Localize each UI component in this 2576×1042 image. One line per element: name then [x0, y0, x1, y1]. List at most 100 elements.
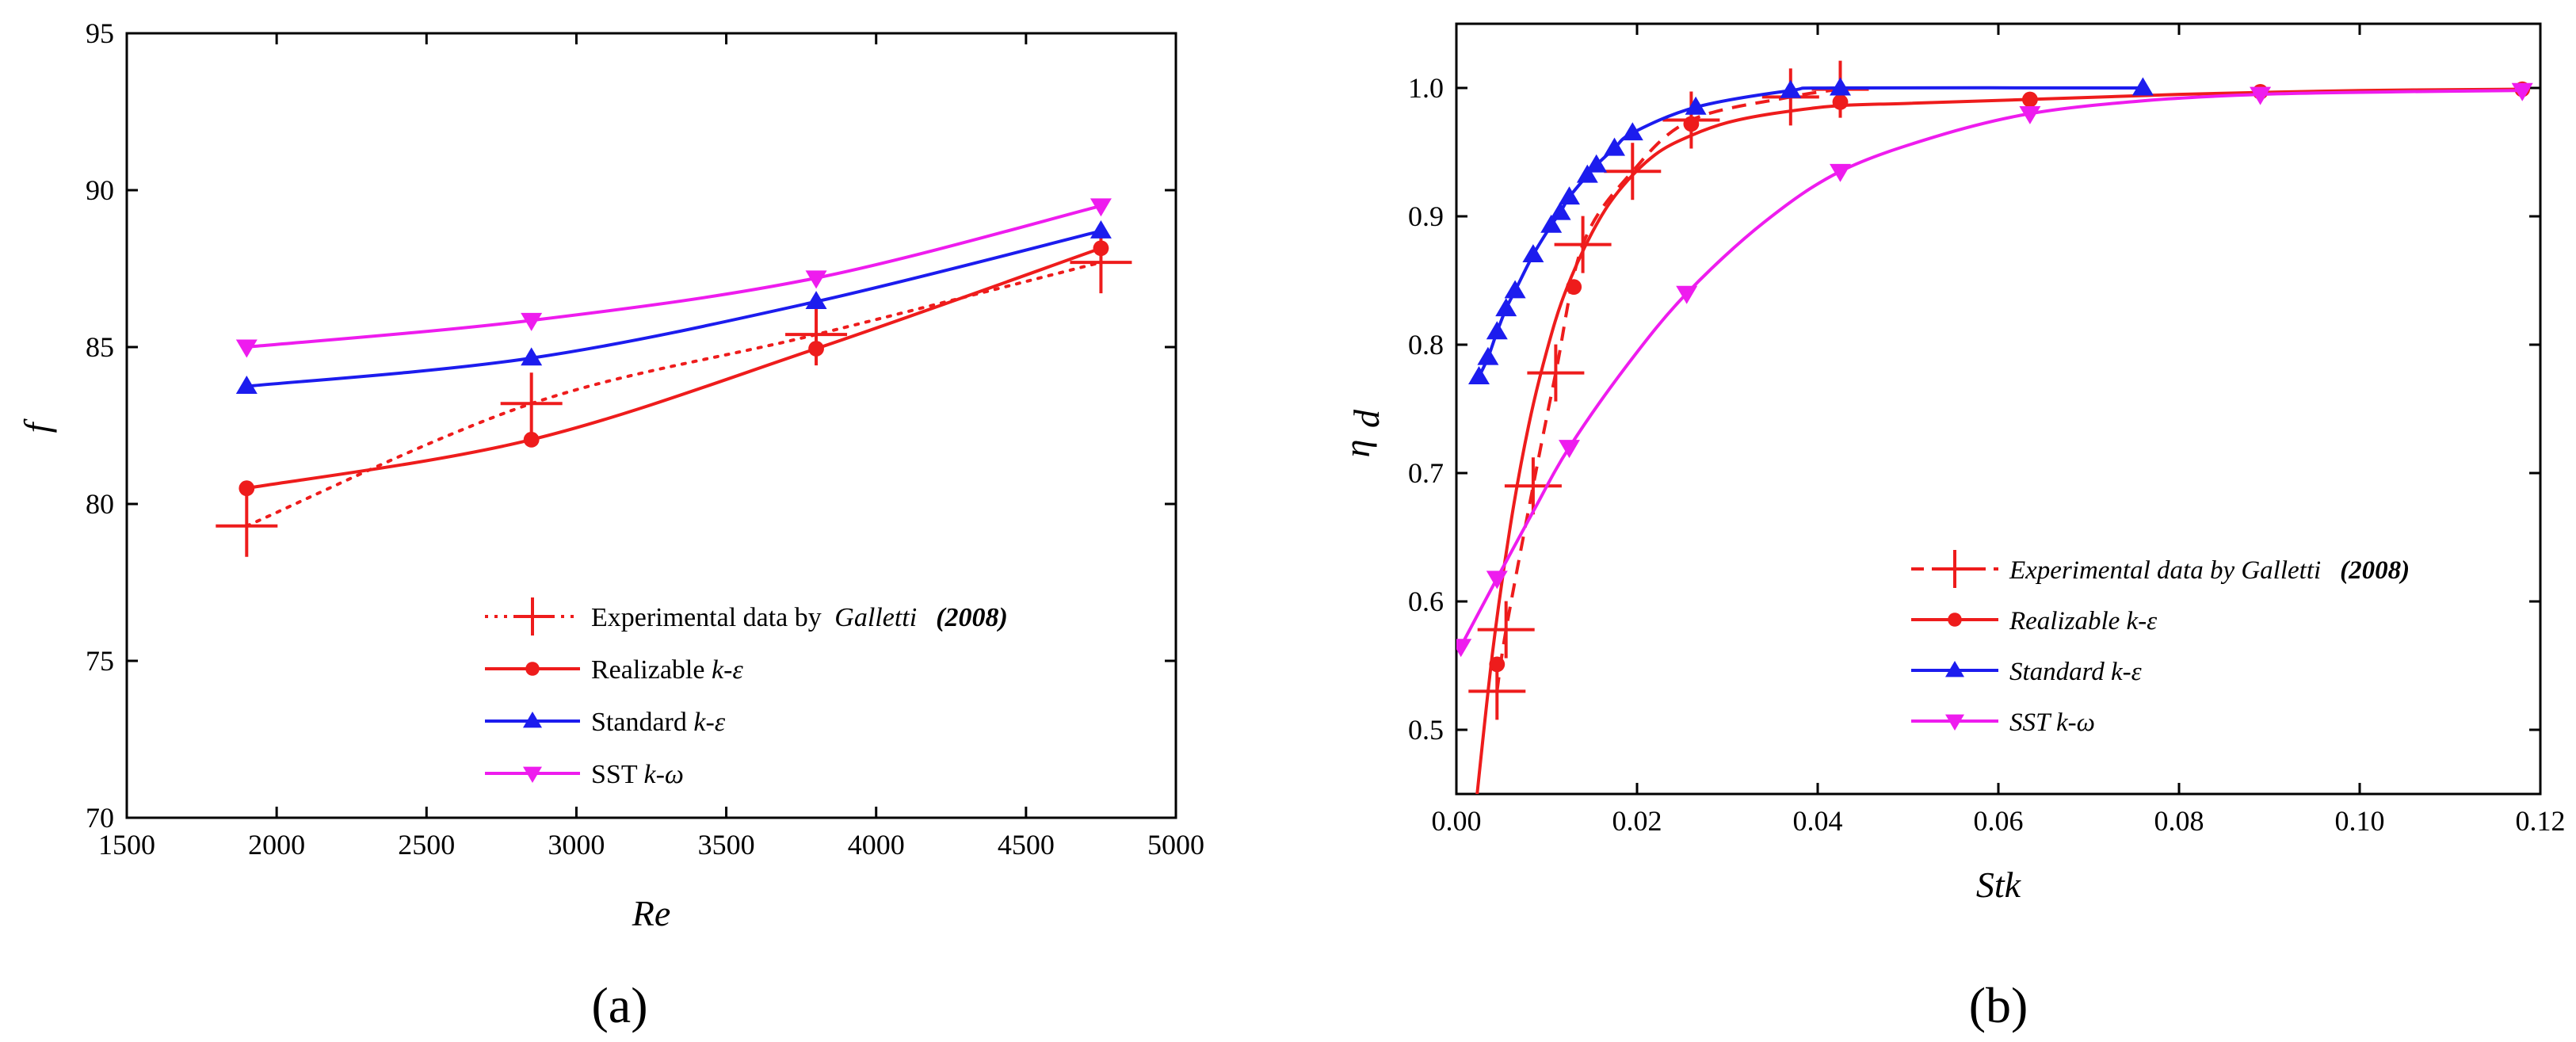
panel-a-series-1-point [239, 480, 255, 497]
panel-a-series-2-point [1090, 219, 1112, 239]
panel-a-series-1-point [808, 341, 824, 357]
panel-b-series-2-point [1604, 137, 1625, 156]
panel-b-series-line-1 [1475, 87, 2523, 794]
panel-a-x-tick-label: 2000 [248, 829, 305, 861]
panel-b-legend-marker [1936, 550, 1974, 588]
panel-b-x-axis-label: Stk [1976, 865, 2022, 905]
panel-b-x-tick-label: 0.10 [2335, 805, 2385, 837]
panel-b-series-2-point [1540, 214, 1563, 233]
panel-a-legend-item: SST k-ω [485, 760, 684, 789]
panel-b-series-line-0 [1495, 87, 1841, 692]
panel-a-series-3-point [805, 270, 827, 289]
panel-a-x-axis-label: Re [632, 893, 671, 933]
panel-b-series-3-point [2019, 105, 2041, 124]
panel-b-series-1-point [2022, 91, 2038, 108]
panel-b-axes: 0.00 0.02 0.04 0.06 0.08 0.10 0.12 0.5 0.6 0.7 0.8… [1408, 24, 2566, 837]
panel-b-series-2-point [1576, 164, 1598, 183]
panel-a-legend-marker [523, 766, 542, 783]
panel-a-legend-label: Experimental data by Galletti (2008) [591, 603, 1008, 632]
panel-b-x-tick-label: 0.04 [1793, 805, 1843, 837]
panel-a-x-tick-label: 3500 [698, 829, 755, 861]
panel-b-series-2-point [1504, 280, 1526, 299]
panel-b-series-2-point [1522, 244, 1544, 263]
panel-b-series-0-point [1604, 143, 1662, 200]
panel-a-series-0-point [500, 372, 563, 435]
panel-b-plot-frame [1455, 22, 2542, 796]
panel-a-legend-marker [523, 712, 542, 728]
panel-b-legend-label: SST k-ω [2009, 708, 2095, 737]
panel-a-legend-item: Standard k-ε [485, 708, 726, 737]
panel-a-chart: 1500 2000 2500 3000 3500 4000 4500 5000 70 75 80 85… [17, 17, 1204, 1033]
panel-b-y-tick-label: 0.6 [1408, 586, 1444, 617]
panel-b-legend-label: Experimental data by Galletti (2008) [2009, 556, 2410, 585]
panel-b-legend-marker [1948, 613, 1962, 627]
panel-b-y-tick-label: 1.0 [1408, 72, 1444, 104]
panel-a-x-tick-label: 4000 [848, 829, 905, 861]
panel-b-legend-item: SST k-ω [1911, 708, 2095, 737]
panel-b-series-2-point [1486, 321, 1508, 340]
panel-a-y-tick-label: 70 [86, 802, 114, 834]
panel-a-series-2-point [805, 291, 827, 310]
panel-a-x-tick-label: 5000 [1147, 829, 1204, 861]
panel-b-series-line-2 [1477, 86, 2143, 378]
panel-a-legend-label: SST k-ω [591, 760, 684, 789]
panel-b-y-tick-label: 0.9 [1408, 200, 1444, 232]
panel-b-series-2-point [1780, 79, 1802, 98]
panel-a-legend: Experimental data by Galletti (2008) Reali… [485, 597, 1008, 789]
panel-b-legend-label: Standard k-ε [2009, 658, 2142, 686]
panel-b-series-2-point [1830, 77, 1851, 96]
panel-b-series-1-point [1566, 279, 1582, 295]
panel-a-legend-marker [525, 662, 540, 676]
panel-b-y-axis-subscript: d [1346, 409, 1387, 428]
panel-b-legend-marker [1945, 661, 1964, 677]
panel-b-series-2-point [1621, 122, 1643, 141]
panel-a-series-line-3 [246, 204, 1101, 349]
panel-b-legend-item: Standard k-ε [1911, 658, 2142, 686]
panel-b-series-0-point [1554, 216, 1612, 273]
panel-b-series-3-point [1456, 639, 1472, 658]
panel-a-x-tick-label: 2500 [398, 829, 455, 861]
panel-b-series-0-point [1504, 457, 1562, 515]
panel-b-series-2-point [1477, 346, 1499, 365]
panel-b-x-tick-label: 0.06 [1974, 805, 2024, 837]
panel-a-y-tick-label: 85 [86, 331, 114, 363]
panel-a-y-tick-label: 90 [86, 174, 114, 206]
panel-a-x-tick-label: 1500 [98, 829, 155, 861]
panel-a-series-1-point [1093, 240, 1109, 257]
panel-b-series-0-point [1527, 344, 1585, 402]
panel-b-series-3-point [2511, 82, 2533, 101]
panel-a-series-1-point [523, 431, 540, 448]
panel-b-series-2-point [1549, 201, 1571, 220]
panel-b-series-2-point [1586, 154, 1608, 173]
panel-a-series-3-point [235, 339, 258, 358]
panel-a-series-3-point [521, 312, 543, 331]
panel-a-y-tick-label: 75 [86, 645, 114, 677]
panel-a-label: (a) [591, 977, 647, 1033]
panel-a-series-2-point [521, 347, 543, 366]
panel-b-legend-label: Realizable k-ε [2009, 607, 2157, 636]
panel-b-series-2-point [1559, 186, 1580, 205]
panel-b-legend: Experimental data by Galletti (2008) Reali… [1911, 550, 2410, 737]
panel-b-series-3-point [2250, 86, 2272, 105]
panel-a-legend-marker [513, 597, 551, 636]
panel-b-series [1456, 60, 2533, 794]
panel-b-x-tick-label: 0.12 [2516, 805, 2566, 837]
panel-b-x-tick-label: 0.08 [2154, 805, 2204, 837]
panel-a-x-tick-label: 4500 [998, 829, 1055, 861]
panel-b-series-2-point [2131, 77, 2154, 96]
panel-b-series-0-point [1468, 662, 1526, 720]
panel-a-series-0-point [216, 494, 278, 557]
panel-a-series [216, 198, 1132, 557]
panel-b-y-tick-label: 0.7 [1408, 457, 1444, 489]
panel-b-x-tick-label: 0.00 [1432, 805, 1482, 837]
panel-a-legend-label: Standard k-ε [591, 708, 726, 737]
panel-a-y-tick-label: 95 [86, 17, 114, 49]
panel-b-series-3-point [1676, 285, 1698, 304]
panel-b-x-tick-label: 0.02 [1612, 805, 1662, 837]
panel-b-series-2-point [1468, 366, 1490, 384]
panel-b-y-tick-label: 0.8 [1408, 329, 1444, 361]
panel-a-series-2-point [235, 376, 258, 394]
panel-b-y-tick-label: 0.5 [1408, 714, 1444, 746]
panel-b-series-2-point [1685, 96, 1707, 115]
